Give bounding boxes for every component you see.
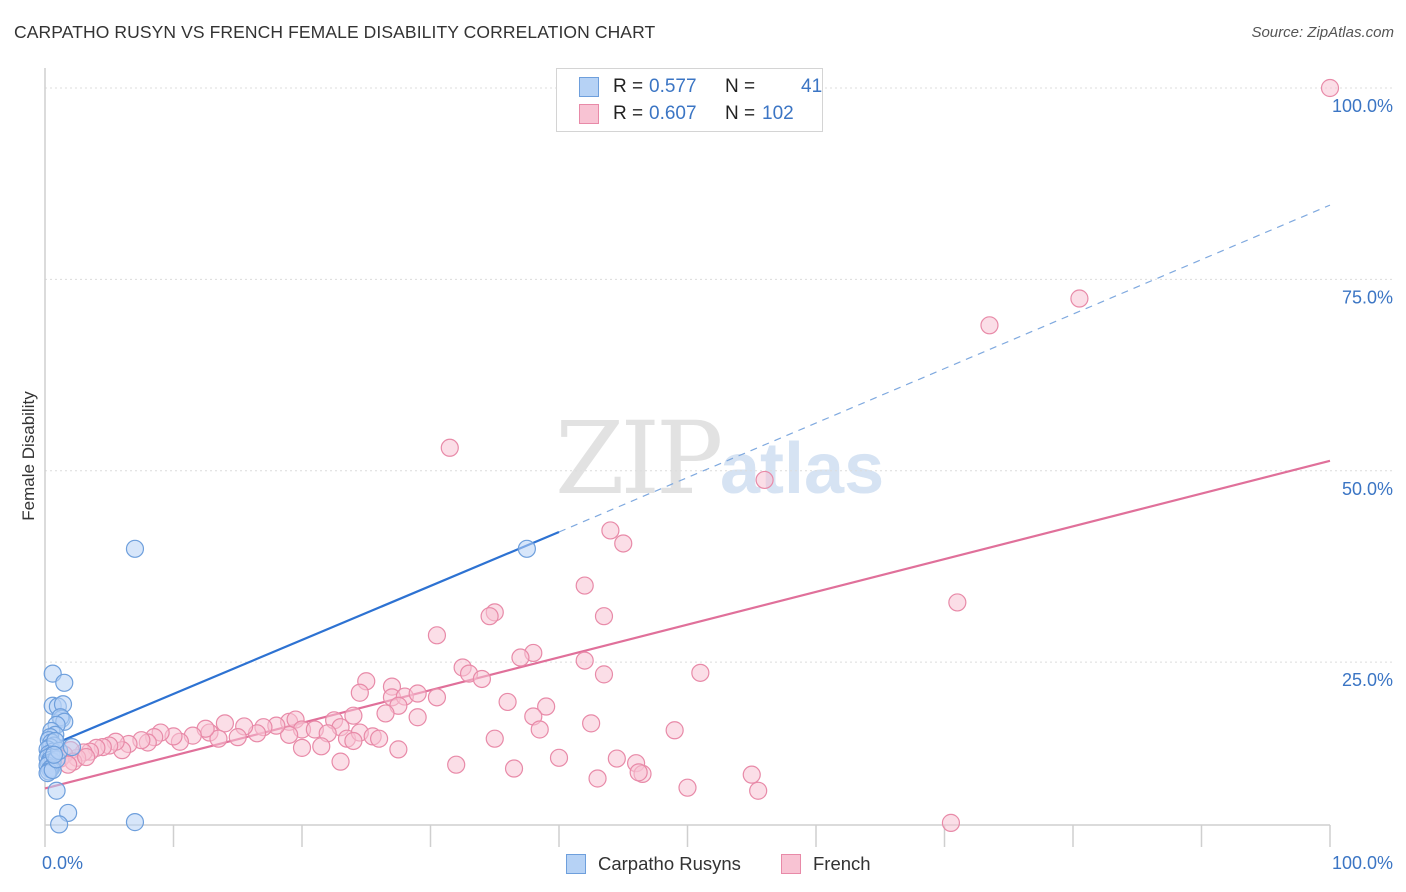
y-tick-label: 100.0% [1332,96,1393,116]
point-carpatho [517,539,536,558]
point-french [480,607,499,626]
point-french [511,648,530,667]
point-french [228,728,247,747]
point-french [588,769,607,788]
chart-title: CARPATHO RUSYN VS FRENCH FEMALE DISABILI… [14,22,656,42]
point-french [498,692,517,712]
trend-line-carpatho [44,530,560,749]
point-french [980,316,999,335]
point-french [614,534,633,553]
point-carpatho [55,673,74,692]
point-carpatho [47,781,66,800]
watermark-atlas: atlas [720,429,885,509]
point-french [537,697,556,716]
y-tick-label: 50.0% [1342,479,1393,499]
point-french [601,521,620,540]
point-french [530,720,549,739]
point-french [408,708,427,727]
point-french [344,731,363,751]
point-carpatho [125,539,145,558]
legend-r-value: 0.607 [649,103,697,124]
legend-swatch-pink [579,104,599,124]
point-french [485,729,504,748]
point-french [948,593,967,612]
legend-n-label: N = [725,103,756,124]
point-french [472,669,491,689]
point-french [594,665,614,684]
legend-r-label: R = [613,103,644,124]
axis-labels: 25.0% 50.0% 75.0% 100.0% 0.0% 100.0% Female Di… [19,96,1393,873]
point-carpatho [62,737,82,757]
point-french [678,778,697,797]
point-french [77,747,96,767]
point-french [312,737,331,756]
point-french [280,725,299,744]
point-french [376,704,395,723]
point-french [209,729,228,748]
legend-n-label: N = [725,76,756,97]
y-tick-label: 75.0% [1342,287,1393,307]
point-french [427,688,447,707]
point-french [1320,78,1340,98]
grid-lines [45,87,1393,663]
point-french [408,684,427,703]
legend-r-value: 0.577 [649,76,697,97]
point-french [607,749,626,768]
data-points [38,78,1340,834]
point-carpatho [125,813,145,832]
y-tick-label: 25.0% [1342,670,1393,690]
point-french [575,576,594,595]
correlation-legend: R = 0.577 N = 41 R = 0.607 N = 102 [556,68,823,132]
point-french [665,721,684,740]
bottom-legend-swatch-blue [566,854,586,874]
legend-swatch-blue [579,77,599,97]
trend-lines [44,204,1331,790]
bottom-legend-label: French [813,853,871,874]
point-french [331,752,350,771]
point-french [427,626,447,645]
x-tick-label: 100.0% [1332,853,1393,873]
point-french [549,748,569,767]
trend-line-carpatho-extension [558,204,1331,533]
point-french [575,651,594,670]
point-french [941,813,961,832]
y-axis-title: Female Disability [19,391,38,521]
point-french [440,438,459,457]
x-tick-label: 0.0% [42,853,83,873]
legend-n-value: 41 [801,76,823,97]
point-french [755,470,774,490]
bottom-legend-swatch-pink [781,854,801,874]
legend-r-label: R = [613,76,644,97]
legend-n-value: 102 [762,103,794,124]
bottom-legend-label: Carpatho Rusyns [598,853,741,874]
point-french [594,607,614,626]
point-french [215,714,234,733]
point-carpatho [44,745,64,764]
axes [44,68,1331,847]
point-french [629,763,648,782]
point-french [582,714,601,733]
point-french [344,706,363,725]
point-french [1070,289,1089,308]
watermark-zip: ZIP [555,400,723,517]
point-french [749,781,768,800]
point-french [691,663,710,682]
source-label: Source: ZipAtlas.com [1251,24,1394,41]
point-french [350,683,369,702]
point-french [742,765,761,784]
point-french [370,729,389,748]
point-french [389,740,408,759]
point-french [504,759,524,778]
point-carpatho [50,815,69,834]
point-french [292,738,312,757]
point-french [447,755,466,774]
